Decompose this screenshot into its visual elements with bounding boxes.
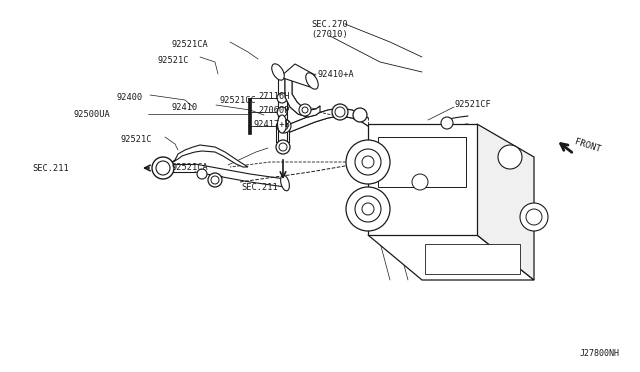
Text: 27060P: 27060P: [258, 106, 289, 115]
Text: 92521CA: 92521CA: [172, 39, 209, 48]
Bar: [248, 98, 251, 134]
Text: 92521C: 92521C: [120, 135, 152, 144]
Circle shape: [362, 156, 374, 168]
Circle shape: [277, 119, 291, 133]
Circle shape: [346, 187, 390, 231]
Circle shape: [277, 93, 287, 103]
Text: 92521CC: 92521CC: [220, 96, 257, 105]
Circle shape: [299, 104, 311, 116]
Circle shape: [332, 104, 348, 120]
Circle shape: [197, 169, 207, 179]
Text: 92521C: 92521C: [157, 55, 189, 64]
Text: 92417+B: 92417+B: [254, 119, 291, 128]
Circle shape: [208, 173, 222, 187]
Circle shape: [355, 149, 381, 175]
Circle shape: [346, 140, 390, 184]
Circle shape: [280, 122, 288, 130]
Circle shape: [353, 108, 367, 122]
Bar: [425, 244, 520, 274]
Ellipse shape: [278, 115, 287, 133]
Circle shape: [276, 140, 290, 154]
Ellipse shape: [280, 175, 289, 191]
Polygon shape: [285, 77, 320, 117]
Polygon shape: [280, 64, 315, 87]
Text: 92400: 92400: [116, 93, 142, 102]
Circle shape: [156, 161, 170, 175]
Circle shape: [302, 107, 308, 113]
Text: 27116H: 27116H: [258, 92, 289, 100]
Circle shape: [362, 203, 374, 215]
Circle shape: [498, 145, 522, 169]
Polygon shape: [477, 124, 534, 280]
Circle shape: [441, 117, 453, 129]
Text: J27800NH: J27800NH: [580, 350, 620, 359]
Circle shape: [355, 196, 381, 222]
Text: FRONT: FRONT: [573, 138, 602, 154]
Bar: [378, 137, 466, 187]
Circle shape: [412, 174, 428, 190]
Ellipse shape: [272, 64, 284, 80]
Text: 92521CA: 92521CA: [172, 163, 209, 171]
Polygon shape: [165, 145, 248, 177]
Circle shape: [520, 203, 548, 231]
Text: SEC.211: SEC.211: [32, 164, 68, 173]
Circle shape: [211, 176, 219, 184]
Ellipse shape: [306, 73, 318, 89]
Polygon shape: [290, 108, 368, 132]
Circle shape: [526, 209, 542, 225]
Text: SEC.270: SEC.270: [312, 19, 348, 29]
Circle shape: [152, 157, 174, 179]
Polygon shape: [368, 235, 534, 280]
Text: 92500UA: 92500UA: [73, 109, 109, 119]
Circle shape: [335, 107, 345, 117]
Text: 92521CF: 92521CF: [455, 99, 492, 109]
Circle shape: [279, 143, 287, 151]
Text: (27010): (27010): [312, 29, 348, 38]
Text: 92410: 92410: [172, 103, 198, 112]
Text: SEC.211: SEC.211: [242, 183, 278, 192]
Text: 92410+A: 92410+A: [318, 70, 355, 78]
Polygon shape: [368, 124, 477, 235]
Circle shape: [277, 107, 287, 117]
